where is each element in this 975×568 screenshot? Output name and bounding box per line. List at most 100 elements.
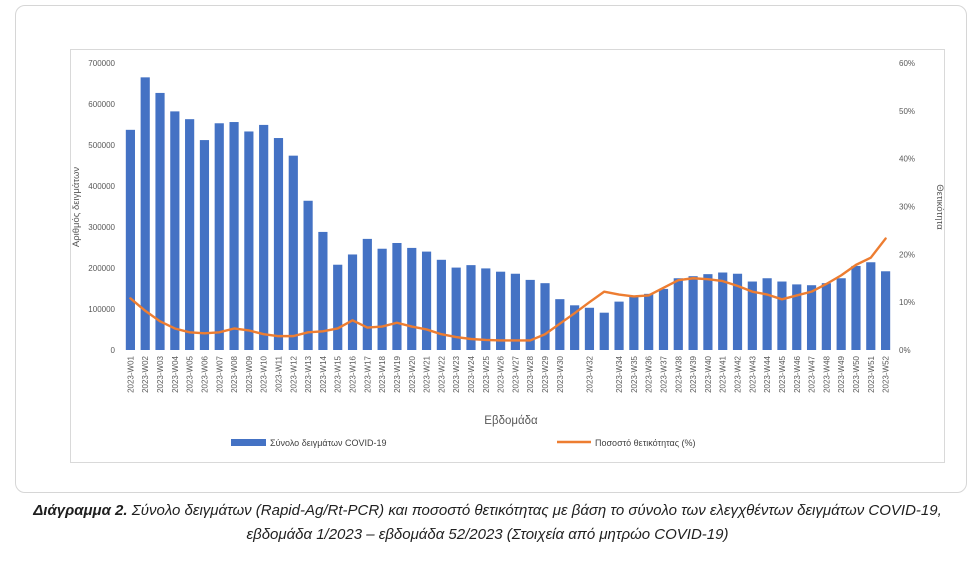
bar-2023-W13 xyxy=(303,200,313,350)
y2-tick-label: 50% xyxy=(899,107,915,116)
x-tick-label: 2023-W16 xyxy=(349,355,358,392)
bar-2023-W43 xyxy=(747,281,757,350)
bar-2023-W28 xyxy=(525,279,535,350)
y-tick-label: 300000 xyxy=(88,223,115,232)
bar-2023-W11 xyxy=(273,138,284,350)
bar-2023-W25 xyxy=(481,268,491,350)
y-tick-label: 0 xyxy=(111,346,116,355)
bar-2023-W33 xyxy=(599,312,609,350)
bar-2023-W09 xyxy=(244,131,254,350)
figure-caption: Διάγραμμα 2. Σύνολο δειγμάτων (Rapid-Ag/… xyxy=(0,499,975,547)
bar-2023-W20 xyxy=(407,247,417,350)
x-tick-label: 2023-W12 xyxy=(289,355,298,392)
bar-2023-W49 xyxy=(836,278,846,350)
x-tick-label: 2023-W05 xyxy=(186,355,195,392)
y2-tick-label: 40% xyxy=(899,155,915,164)
x-tick-label: 2023-W18 xyxy=(378,355,387,392)
bar-2023-W34 xyxy=(614,301,624,350)
y-tick-label: 500000 xyxy=(88,141,115,150)
x-tick-label: 2023-W07 xyxy=(215,355,224,392)
y2-tick-label: 0% xyxy=(899,346,911,355)
bar-2023-W08 xyxy=(229,122,239,350)
bar-2023-W40 xyxy=(703,274,713,350)
bar-2023-W38 xyxy=(673,278,683,350)
y-tick-label: 100000 xyxy=(88,305,115,314)
line-series xyxy=(129,237,887,342)
x-tick-label: 2023-W27 xyxy=(511,355,520,392)
figure-card: 0 100000 200000 300000 400000 500000 600000 700… xyxy=(15,5,967,493)
bar-2023-W50 xyxy=(851,265,861,350)
bar-2023-W01 xyxy=(125,129,135,350)
bar-2023-W31 xyxy=(570,305,580,350)
x-tick-label: 2023-W25 xyxy=(482,355,491,392)
y-axis-left: 0 100000 200000 300000 400000 500000 600000 700… xyxy=(88,59,115,355)
bar-2023-W10 xyxy=(259,124,269,350)
x-tick-label: 2023-W24 xyxy=(467,355,476,392)
x-tick-label: 2023-W14 xyxy=(319,355,328,392)
bar-2023-W52 xyxy=(881,271,891,350)
y-tick-label: 600000 xyxy=(88,100,115,109)
x-tick-label: 2023-W40 xyxy=(704,355,713,392)
legend-line-label: Ποσοστό θετικότητας (%) xyxy=(595,438,696,448)
x-tick-label: 2023-W09 xyxy=(245,355,254,392)
bar-2023-W48 xyxy=(821,283,831,350)
x-tick-label: 2023-W46 xyxy=(793,355,802,392)
bar-2023-W23 xyxy=(451,267,461,350)
x-tick-label: 2023-W34 xyxy=(615,355,624,392)
y2-tick-label: 10% xyxy=(899,298,915,307)
bar-2023-W29 xyxy=(540,283,550,350)
x-tick-label: 2023-W04 xyxy=(171,355,180,392)
x-tick-label: 2023-W20 xyxy=(408,355,417,392)
y-tick-label: 400000 xyxy=(88,182,115,191)
x-tick-label: 2023-W02 xyxy=(141,355,150,392)
x-tick-label: 2023-W11 xyxy=(274,355,283,392)
x-tick-label: 2023-W32 xyxy=(585,355,594,392)
bar-2023-W39 xyxy=(688,276,698,350)
bar-series xyxy=(125,77,891,351)
x-tick-label: 2023-W45 xyxy=(778,355,787,392)
bar-2023-W12 xyxy=(288,155,298,350)
y2-tick-label: 20% xyxy=(899,250,915,259)
x-tick-label: 2023-W43 xyxy=(748,355,757,392)
bar-2023-W07 xyxy=(214,123,224,351)
x-tick-label: 2023-W37 xyxy=(659,355,668,392)
x-tick-label: 2023-W48 xyxy=(822,355,831,392)
bar-2023-W36 xyxy=(644,293,654,350)
x-axis-title: Εβδομάδα xyxy=(484,415,538,427)
legend-bar-label: Σύνολο δειγμάτων COVID-19 xyxy=(270,438,387,448)
legend-bar-swatch xyxy=(231,439,266,446)
bar-2023-W46 xyxy=(792,284,802,350)
bar-2023-W42 xyxy=(732,273,743,350)
x-tick-label: 2023-W30 xyxy=(556,355,565,392)
bar-2023-W24 xyxy=(466,265,476,350)
x-tick-label: 2023-W01 xyxy=(126,355,135,392)
y2-axis-title: Θετικότητα xyxy=(934,184,944,230)
x-tick-label: 2023-W35 xyxy=(630,355,639,392)
bar-2023-W05 xyxy=(185,119,195,350)
x-tick-label: 2023-W03 xyxy=(156,355,165,392)
x-tick-label: 2023-W08 xyxy=(230,355,239,392)
bar-2023-W26 xyxy=(496,271,506,350)
bar-2023-W02 xyxy=(140,77,150,350)
combo-chart: 0 100000 200000 300000 400000 500000 600000 700… xyxy=(71,59,945,448)
x-tick-label: 2023-W17 xyxy=(363,355,372,392)
x-tick-label: 2023-W15 xyxy=(334,355,343,392)
x-tick-label: 2023-W36 xyxy=(645,355,654,392)
bar-2023-W03 xyxy=(155,92,165,351)
x-tick-label: 2023-W29 xyxy=(541,355,550,392)
x-tick-label: 2023-W28 xyxy=(526,355,535,392)
bar-2023-W04 xyxy=(170,111,180,350)
bar-2023-W14 xyxy=(318,231,328,350)
positivity-line xyxy=(129,237,887,342)
bar-2023-W44 xyxy=(762,278,772,350)
y-tick-label: 700000 xyxy=(88,59,115,68)
bar-2023-W16 xyxy=(347,254,358,350)
bar-2023-W17 xyxy=(362,238,372,350)
x-tick-label: 2023-W38 xyxy=(674,355,683,392)
y2-tick-label: 60% xyxy=(899,59,915,68)
x-tick-label: 2023-W06 xyxy=(200,355,209,392)
bar-2023-W06 xyxy=(199,140,210,350)
bar-2023-W32 xyxy=(584,307,595,350)
x-tick-label: 2023-W50 xyxy=(852,355,861,392)
bar-2023-W35 xyxy=(629,295,639,350)
